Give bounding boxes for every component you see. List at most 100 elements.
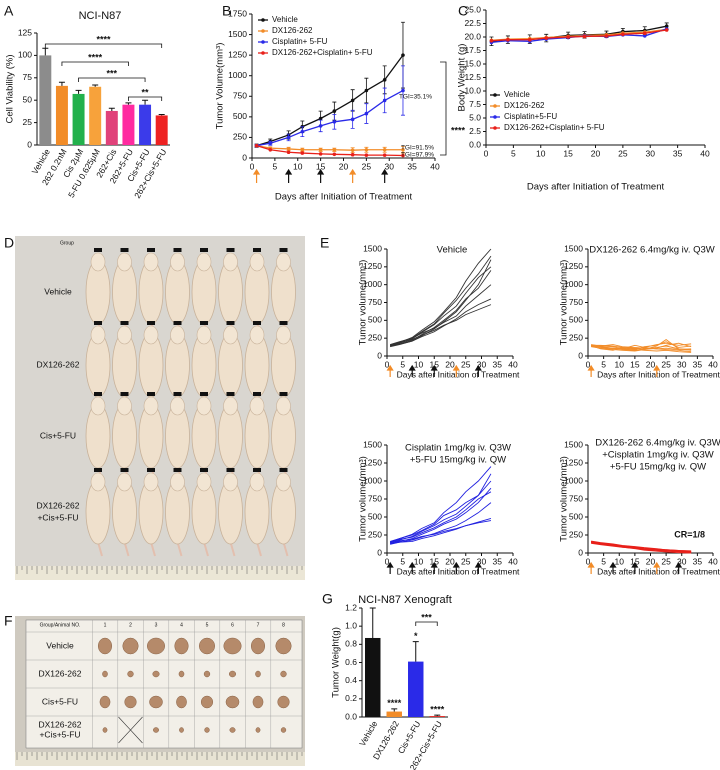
point [528, 37, 532, 42]
tumor [275, 637, 292, 655]
y-tick-label: 0.4 [345, 675, 357, 685]
ear-tag [200, 248, 208, 252]
point [300, 151, 305, 155]
point [401, 53, 405, 57]
point [332, 152, 337, 157]
annotation: TGI=91.5% [401, 145, 434, 152]
point [300, 147, 305, 152]
ear-tag [253, 248, 261, 252]
y-tick-label: 1250 [363, 261, 382, 271]
x-tick-label: 10 [293, 161, 303, 171]
dosing-arrow [349, 168, 357, 183]
dosing-arrow [386, 561, 394, 574]
y-tick-label: 1250 [228, 49, 247, 59]
point [582, 34, 587, 39]
mouse-head [170, 396, 185, 416]
ear-tag [253, 321, 261, 325]
legend-label: DX126-262 [272, 26, 313, 35]
y-tick-label: 0.0 [345, 711, 357, 721]
x-tick-label: 10 [414, 359, 424, 369]
tumor [153, 727, 159, 733]
x-tick-label: 5 [601, 556, 606, 566]
y-tick-label: 0.6 [345, 657, 357, 667]
error-bar [412, 641, 419, 662]
y-tick-label: 1750 [228, 8, 247, 18]
series-line [256, 54, 404, 147]
tumor [223, 637, 242, 655]
point [350, 148, 355, 152]
annotation: CR=1/8 [674, 529, 705, 539]
dosing-arrow [474, 561, 482, 574]
ear-tag [279, 248, 288, 252]
point [401, 88, 405, 93]
error-bar [125, 102, 132, 105]
x-tick-label: 25 [618, 148, 628, 158]
x-tick-label: 30 [477, 556, 487, 566]
x-tick-label: 0 [385, 556, 390, 566]
x-tick-label: 20 [339, 161, 349, 171]
x-tick-label: 10 [615, 359, 625, 369]
dosing-arrow [430, 561, 438, 574]
tumor [179, 727, 184, 733]
x-tick-label: 15 [430, 359, 440, 369]
point [642, 31, 647, 36]
ear-tag [120, 248, 129, 252]
x-tick-label: 10 [414, 556, 424, 566]
missing-mark [118, 716, 143, 744]
ear-tag [173, 321, 182, 325]
tumor [149, 695, 163, 709]
bar [429, 716, 445, 717]
group-label: Cis+5-FU [42, 696, 78, 706]
photo-header: Group [60, 240, 74, 246]
point [350, 98, 355, 103]
ear-tag [94, 392, 102, 396]
y-tick-label: 0 [242, 152, 247, 162]
series-line [591, 540, 692, 552]
x-tick-label: 10 [536, 148, 546, 158]
y-axis-label: Cell Viability (%) [5, 55, 16, 124]
ear-tag [173, 392, 182, 396]
mouse-head [90, 396, 106, 416]
photo-ruler [15, 566, 305, 580]
point [332, 147, 337, 152]
point [286, 147, 291, 151]
column-label: 2 [129, 622, 132, 628]
error-bar [108, 107, 115, 111]
error-bar [158, 114, 165, 116]
x-tick-label: 5 [273, 161, 278, 171]
x-axis-label: Days after Initiation of Treatment [527, 182, 665, 193]
y-tick-label: 250 [368, 332, 382, 342]
y-tick-label: 1250 [564, 261, 583, 271]
legend-label: DX126-262+Cisplatin+ 5-FU [504, 123, 605, 132]
point [318, 152, 323, 156]
x-tick-label: 25 [461, 556, 471, 566]
y-tick-label: 1.0 [345, 620, 357, 630]
tumor [122, 637, 139, 655]
annotation: TGI=35.1% [399, 94, 432, 101]
y-tick-label: 1000 [564, 279, 583, 289]
ear-tag [147, 392, 155, 396]
bar [408, 661, 424, 717]
group-label: Vehicle [44, 286, 72, 296]
group-label: DX126-262 [36, 359, 79, 369]
mouse-head [249, 472, 265, 492]
group-label: +Cis+5-FU [39, 729, 80, 739]
chart-title: +5-FU 15mg/kg iv. QW [610, 462, 706, 473]
annotation: TGI=97.9% [401, 152, 434, 159]
point [286, 135, 291, 140]
y-tick-label: 15.0 [464, 58, 481, 68]
error-bar [391, 708, 398, 712]
error-bar [75, 89, 82, 94]
ear-tag [253, 468, 261, 472]
x-tick-label: 30 [385, 161, 395, 171]
point [401, 147, 405, 152]
legend-label: DX126-262+Cisplatin+ 5-FU [272, 48, 373, 57]
tumor [200, 695, 214, 709]
column-label: 5 [206, 622, 209, 628]
y-tick-label: 500 [233, 111, 247, 121]
bracket [78, 77, 146, 82]
y-tick-label: 25 [23, 117, 33, 127]
error-bar [42, 47, 49, 56]
mouse-head [143, 325, 159, 345]
legend-marker [493, 93, 497, 97]
